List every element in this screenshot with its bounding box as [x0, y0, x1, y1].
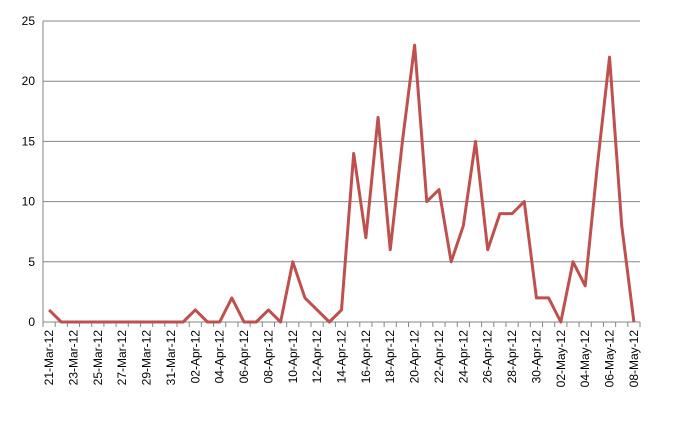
x-tick-label: 26-Apr-12 — [481, 330, 495, 384]
y-tick-label: 20 — [22, 74, 36, 88]
x-tick-label: 08-May-12 — [627, 330, 641, 388]
x-tick-label: 20-Apr-12 — [408, 330, 422, 384]
x-tick-label: 30-Apr-12 — [529, 330, 543, 384]
x-tick-label: 22-Apr-12 — [432, 330, 446, 384]
x-tick-label: 14-Apr-12 — [335, 330, 349, 384]
x-tick-label: 27-Mar-12 — [115, 330, 129, 386]
y-tick-label: 15 — [22, 134, 36, 148]
y-tick-label: 25 — [22, 14, 36, 28]
x-tick-label: 16-Apr-12 — [359, 330, 373, 384]
x-tick-label: 04-Apr-12 — [213, 330, 227, 384]
x-tick-label: 04-May-12 — [578, 330, 592, 388]
x-tick-label: 06-May-12 — [603, 330, 617, 388]
y-tick-label: 5 — [28, 255, 35, 269]
x-tick-label: 06-Apr-12 — [237, 330, 251, 384]
y-tick-label: 0 — [28, 315, 35, 329]
line-series — [48, 43, 636, 324]
x-tick-label: 28-Apr-12 — [505, 330, 519, 384]
x-tick-label: 23-Mar-12 — [66, 330, 80, 386]
x-tick-label: 18-Apr-12 — [383, 330, 397, 384]
x-tick-label: 31-Mar-12 — [164, 330, 178, 386]
x-tick-label: 24-Apr-12 — [456, 330, 470, 384]
x-tick-label: 29-Mar-12 — [140, 330, 154, 386]
x-tick-label: 10-Apr-12 — [286, 330, 300, 384]
x-tick-label: 02-May-12 — [554, 330, 568, 388]
y-tick-label: 10 — [22, 195, 36, 209]
x-tick-label: 21-Mar-12 — [42, 330, 56, 386]
x-tick-label: 02-Apr-12 — [188, 330, 202, 384]
x-tick-label: 12-Apr-12 — [310, 330, 324, 384]
x-tick-label: 08-Apr-12 — [261, 330, 275, 384]
x-tick-label: 25-Mar-12 — [91, 330, 105, 386]
